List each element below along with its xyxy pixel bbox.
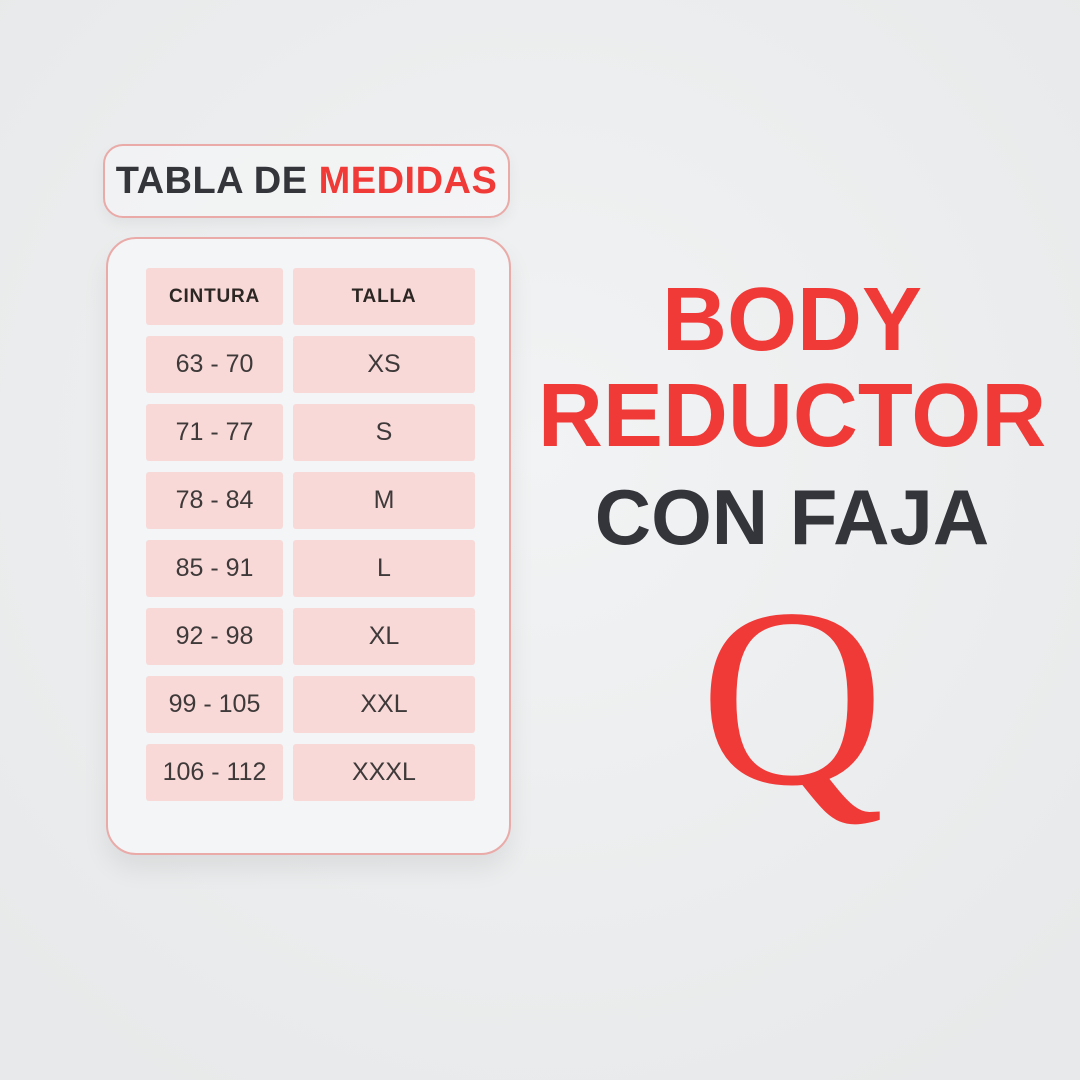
table-row: 78 - 84 M	[146, 472, 475, 529]
brand-letter-q: Q	[699, 557, 885, 839]
product-subtitle: CON FAJA	[594, 473, 990, 561]
column-header-talla: TALLA	[293, 268, 475, 325]
column-header-cintura: CINTURA	[146, 268, 283, 325]
product-title-line2: REDUCTOR	[537, 366, 1047, 466]
title-text-highlight: MEDIDAS	[318, 159, 498, 202]
cell-cintura: 85 - 91	[146, 540, 283, 597]
title-text-dark: TABLA DE	[115, 159, 308, 202]
product-block: BODY REDUCTOR CON FAJA Q	[537, 270, 1047, 839]
cell-talla: S	[293, 404, 475, 461]
table-row: 99 - 105 XXL	[146, 676, 475, 733]
size-table-body: 63 - 70 XS 71 - 77 S 78 - 84 M 85 - 91 L 92 - 98…	[146, 336, 475, 801]
table-row: 106 - 112 XXXL	[146, 744, 475, 801]
size-chart-panel: CINTURA TALLA 63 - 70 XS 71 - 77 S 78 - 84 M 8…	[106, 237, 511, 855]
size-table: CINTURA TALLA 63 - 70 XS 71 - 77 S 78 - 84 M 8…	[146, 268, 475, 801]
table-row: 71 - 77 S	[146, 404, 475, 461]
product-title-line1: BODY	[661, 270, 923, 370]
cell-cintura: 92 - 98	[146, 608, 283, 665]
cell-cintura: 63 - 70	[146, 336, 283, 393]
cell-talla: L	[293, 540, 475, 597]
table-row: 85 - 91 L	[146, 540, 475, 597]
cell-talla: XXXL	[293, 744, 475, 801]
table-row: 63 - 70 XS	[146, 336, 475, 393]
cell-talla: M	[293, 472, 475, 529]
cell-cintura: 78 - 84	[146, 472, 283, 529]
cell-cintura: 71 - 77	[146, 404, 283, 461]
cell-talla: XL	[293, 608, 475, 665]
table-header-row: CINTURA TALLA	[146, 268, 475, 325]
cell-talla: XS	[293, 336, 475, 393]
cell-cintura: 106 - 112	[146, 744, 283, 801]
size-chart-title-box: TABLA DE MEDIDAS	[103, 144, 510, 218]
table-row: 92 - 98 XL	[146, 608, 475, 665]
cell-talla: XXL	[293, 676, 475, 733]
cell-cintura: 99 - 105	[146, 676, 283, 733]
